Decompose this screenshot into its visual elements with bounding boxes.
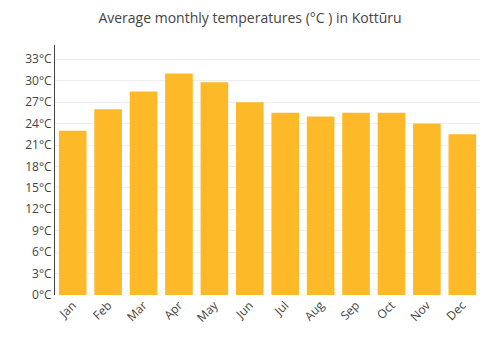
svg-text:0°C: 0°C xyxy=(32,286,52,303)
svg-text:15°C: 15°C xyxy=(25,179,52,196)
svg-text:Mar: Mar xyxy=(123,297,151,325)
svg-text:Jun: Jun xyxy=(231,297,256,322)
svg-text:27°C: 27°C xyxy=(25,93,52,110)
svg-text:Nov: Nov xyxy=(406,297,434,325)
svg-text:24°C: 24°C xyxy=(25,115,52,132)
svg-text:33°C: 33°C xyxy=(25,50,52,67)
svg-text:30°C: 30°C xyxy=(25,72,52,89)
svg-text:Average monthly temperatures (: Average monthly temperatures (°C ) in Ko… xyxy=(98,8,401,27)
svg-text:12°C: 12°C xyxy=(25,200,52,217)
svg-text:18°C: 18°C xyxy=(25,158,52,175)
svg-text:Feb: Feb xyxy=(89,297,115,323)
svg-text:9°C: 9°C xyxy=(32,222,52,239)
svg-text:Jan: Jan xyxy=(55,297,80,322)
svg-text:21°C: 21°C xyxy=(25,136,52,153)
svg-text:3°C: 3°C xyxy=(32,265,52,282)
svg-text:Jul: Jul xyxy=(270,297,292,319)
svg-text:Apr: Apr xyxy=(160,297,186,323)
svg-text:Aug: Aug xyxy=(300,297,328,325)
svg-text:May: May xyxy=(193,296,222,325)
svg-text:Oct: Oct xyxy=(373,297,399,323)
svg-text:Dec: Dec xyxy=(442,297,469,324)
svg-text:Sep: Sep xyxy=(336,297,363,324)
svg-text:6°C: 6°C xyxy=(32,243,52,260)
